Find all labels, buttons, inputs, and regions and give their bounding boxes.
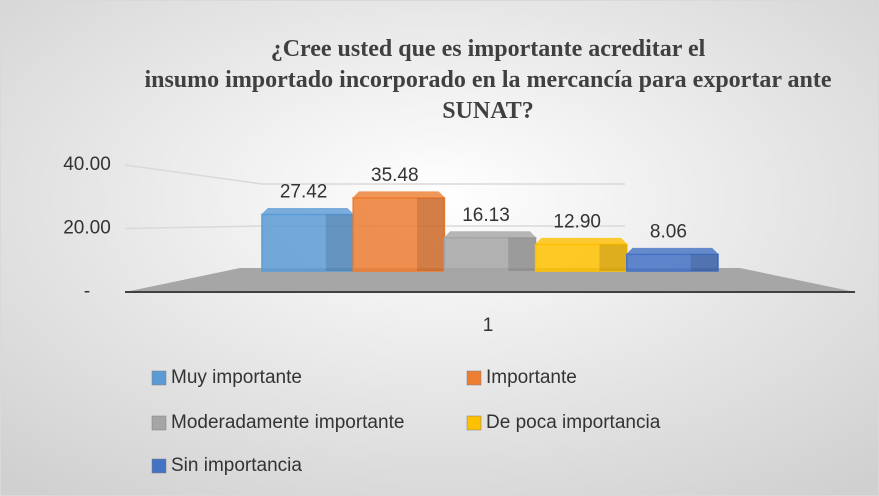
x-tick-label: 1 [483, 315, 494, 336]
bar-side [690, 254, 718, 271]
legend-label: Importante [486, 367, 577, 388]
bar-side [599, 244, 627, 271]
y-tick-label: 20.00 [63, 218, 111, 239]
y-tick-label: - [84, 281, 90, 302]
bar-side [417, 197, 445, 271]
data-label: 16.13 [462, 205, 510, 226]
bar-top [443, 231, 537, 239]
data-label: 8.06 [650, 221, 687, 242]
bar-side [325, 214, 354, 271]
bar [626, 253, 719, 272]
legend-label: Muy importante [171, 367, 302, 388]
chart-title: ¿Cree usted que es importante acreditar … [144, 36, 831, 124]
legend-swatch [151, 370, 167, 386]
grid-line [124, 164, 625, 185]
legend-label: Sin importancia [171, 455, 302, 476]
bar-top [260, 208, 355, 216]
bar-side [508, 237, 536, 271]
bar [534, 243, 628, 272]
data-label: 27.42 [280, 182, 328, 203]
y-tick-label: 40.00 [63, 154, 111, 175]
legend-swatch [151, 458, 167, 474]
floor [125, 268, 855, 292]
legend-swatch [466, 415, 482, 431]
bar [352, 197, 446, 272]
data-label: 12.90 [553, 211, 601, 232]
bar-top [351, 191, 446, 199]
legend-swatch [151, 415, 167, 431]
bar-top [534, 237, 629, 245]
legend-label: Moderadamente importante [171, 412, 404, 433]
data-label: 35.48 [371, 165, 419, 186]
legend-label: De poca importancia [486, 412, 661, 433]
bar-top [625, 247, 720, 255]
legend-swatch [466, 370, 482, 386]
